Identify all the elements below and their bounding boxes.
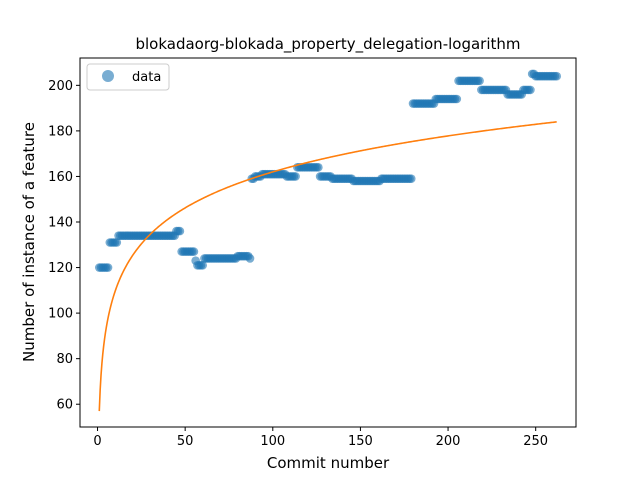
fit-line [98, 121, 557, 412]
data-point [314, 163, 323, 172]
legend-marker-data [102, 70, 114, 82]
legend: data [86, 63, 170, 91]
y-tick-label: 100 [48, 307, 73, 322]
data-point [103, 263, 113, 272]
x-axis-ticks: 0 50 100 150 200 250 [93, 427, 548, 449]
y-axis-title: Number of instance of a feature [20, 122, 38, 362]
data-point [291, 172, 300, 181]
data-point [175, 226, 185, 236]
y-tick-label: 160 [48, 170, 73, 185]
plot-area [80, 58, 576, 427]
chart-title: blokadaorg-blokada_property_delegation-l… [135, 35, 520, 54]
y-tick-label: 200 [48, 79, 73, 94]
fit-line-layer [98, 121, 557, 412]
data-point [406, 174, 416, 184]
data-point [475, 76, 484, 86]
data-point [552, 71, 562, 81]
data-point [452, 94, 462, 104]
data-point [189, 247, 199, 256]
legend-label-data: data [132, 70, 161, 85]
x-tick-label: 250 [523, 434, 548, 449]
x-axis-title: Commit number [267, 454, 390, 472]
y-axis-ticks: 60 80 100 120 140 160 180 200 [48, 79, 80, 413]
plot-frame [79, 57, 577, 428]
x-tick-label: 0 [93, 434, 101, 449]
x-tick-label: 100 [260, 434, 285, 449]
x-tick-label: 50 [177, 434, 194, 449]
data-point [198, 260, 207, 270]
x-tick-label: 150 [348, 434, 373, 449]
y-tick-label: 140 [48, 216, 73, 231]
data-points [94, 69, 562, 272]
y-tick-label: 120 [48, 261, 73, 276]
data-point [526, 85, 535, 95]
y-tick-label: 80 [56, 352, 73, 367]
data-point [112, 238, 122, 247]
y-tick-label: 180 [48, 124, 73, 139]
y-tick-label: 60 [56, 398, 73, 413]
x-tick-label: 200 [436, 434, 461, 449]
data-point [245, 254, 255, 263]
